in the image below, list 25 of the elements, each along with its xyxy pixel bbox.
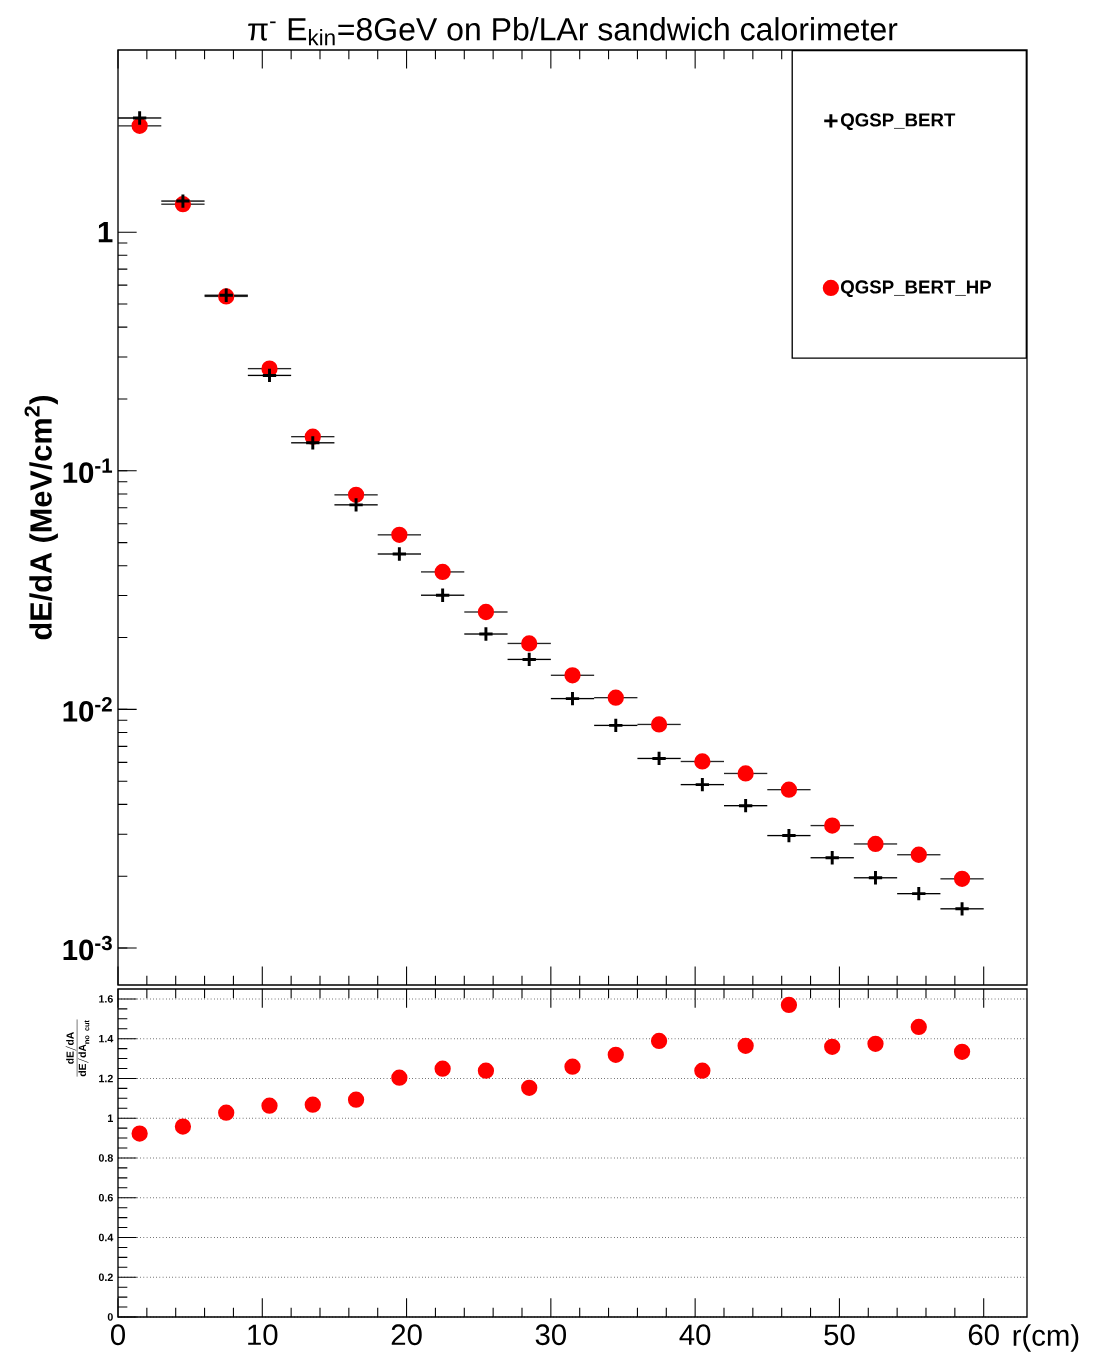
y-tick-label: 1 [108, 1114, 113, 1122]
chart-title: π$^{-}$ E$_{kin}$=8GeV on Pb/LAr sandwich calorimeter [248, 17, 898, 46]
y-tick-label: 0.2 [98, 1273, 113, 1282]
y-tick-label: 0.8 [98, 1154, 113, 1162]
x-axis-title: r(cm) [1013, 1324, 1079, 1352]
y-tick-label: 1 [98, 222, 113, 243]
x-tick-label: 10 [248, 1324, 278, 1346]
y-tick-label: 1.2 [99, 1074, 113, 1083]
y-tick-label: 1.4 [99, 1035, 114, 1043]
legend-label: QGSP_BERT [840, 113, 956, 131]
x-tick-label: 50 [824, 1324, 855, 1346]
legend-label: QGSP_BERT_HP [840, 280, 992, 298]
x-tick-label: 20 [391, 1324, 422, 1346]
y-axis-title: $\frac{\mathbf{dE/dA}}{\mathbf{dE/dA}_{\mathbf{no\ cut}}}$ [65, 1019, 90, 1077]
x-tick-label: 40 [679, 1324, 711, 1346]
x-tick-label: 30 [535, 1324, 567, 1346]
y-tick-label: 10$^{-2}$ [63, 697, 112, 722]
x-tick-label: 60 [968, 1324, 999, 1346]
y-tick-label: 0.6 [98, 1193, 113, 1202]
y-tick-label: 10$^{-1}$ [63, 458, 113, 484]
y-tick-label: 10$^{-3}$ [63, 935, 112, 961]
y-tick-label: 1.6 [99, 995, 113, 1003]
y-tick-label: 0 [107, 1313, 113, 1321]
y-tick-label: 0.4 [98, 1233, 114, 1242]
y-axis-title: dE/dA (MeV/cm$^{2}$) [24, 396, 58, 640]
